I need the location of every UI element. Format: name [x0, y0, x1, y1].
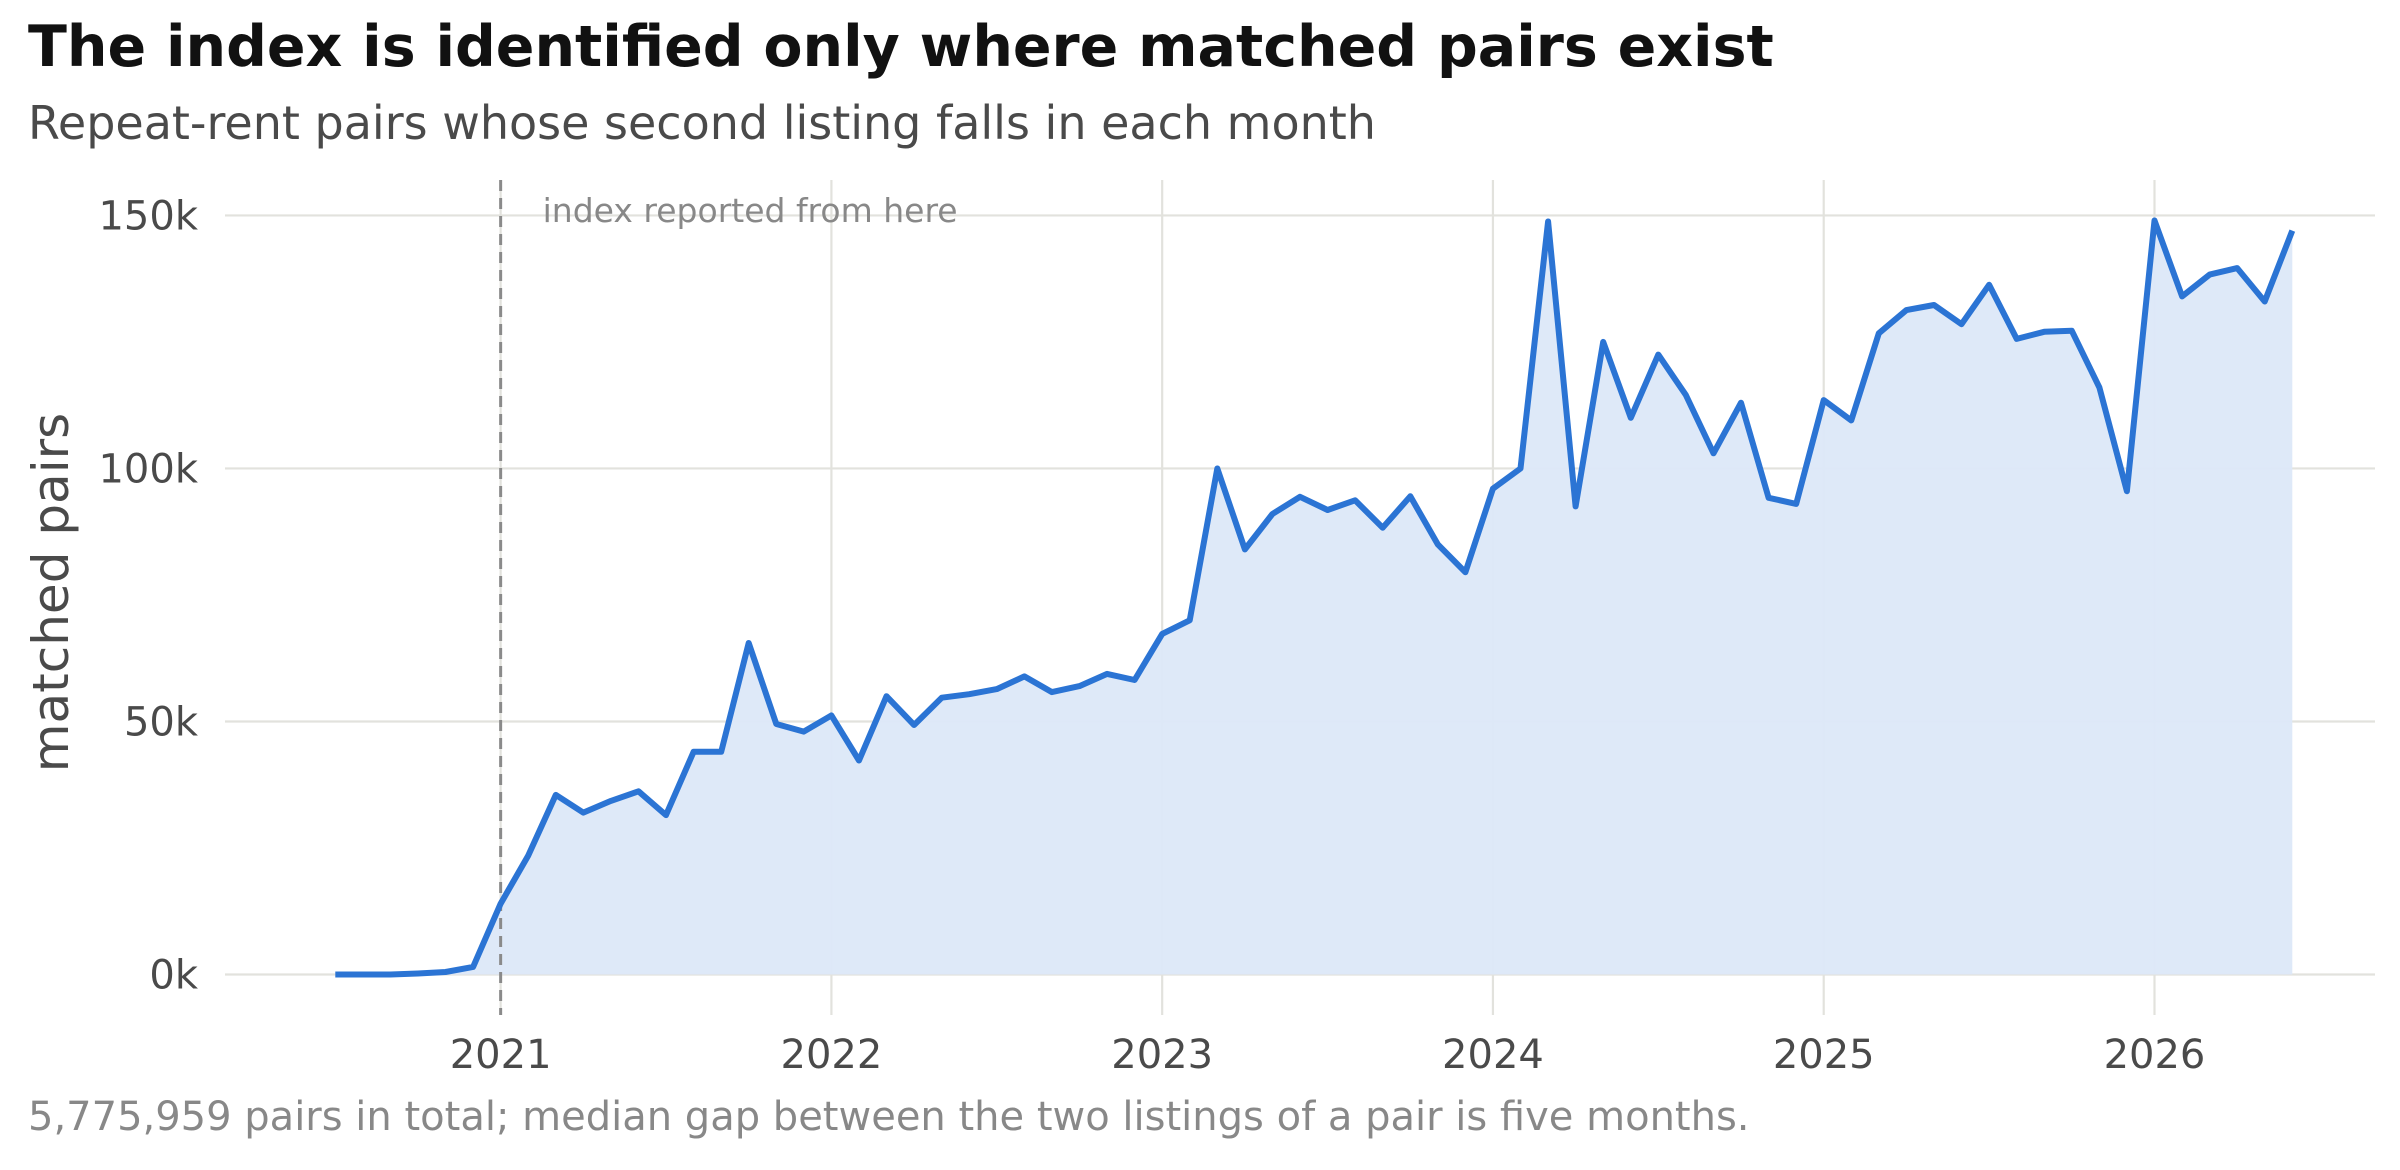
series-line-matched-pairs	[335, 217, 2296, 978]
x-tick-label-3: 2024	[1442, 1032, 1544, 1078]
y-axis-tick-labels: 0k 50k 100k 150k	[98, 193, 198, 998]
chart-title: The index is identified only where match…	[28, 14, 1774, 80]
y-tick-label-3: 150k	[98, 193, 198, 239]
y-axis-title: matched pairs	[22, 413, 80, 772]
x-tick-label-4: 2025	[1773, 1032, 1875, 1078]
y-tick-label-2: 100k	[98, 446, 198, 492]
x-tick-label-5: 2026	[2104, 1032, 2206, 1078]
y-tick-label-1: 50k	[124, 699, 199, 745]
x-tick-label-0: 2021	[450, 1032, 552, 1078]
x-tick-label-1: 2022	[781, 1032, 883, 1078]
area-fill	[335, 220, 2293, 975]
x-axis-tick-labels: 2021 2022 2023 2024 2025 2026	[450, 1032, 2206, 1078]
x-tick-label-2: 2023	[1111, 1032, 1213, 1078]
footnote-caption: 5,775,959 pairs in total; median gap bet…	[28, 1094, 1750, 1140]
y-tick-label-0: 0k	[149, 953, 198, 999]
index-start-annotation: index reported from here	[543, 191, 958, 230]
chart-subtitle: Repeat-rent pairs whose second listing f…	[28, 96, 1376, 150]
